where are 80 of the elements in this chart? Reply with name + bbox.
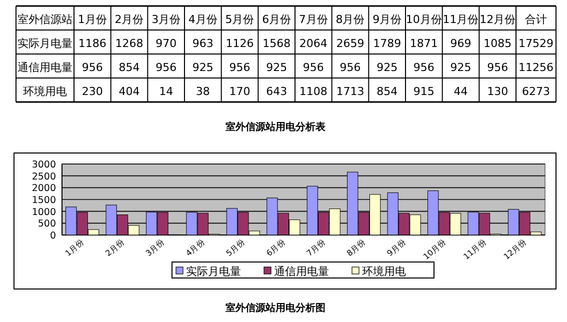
data-label: 1789 bbox=[373, 37, 402, 50]
category-label: 9月份 bbox=[372, 13, 402, 26]
x-tick-label: 5月份 bbox=[224, 238, 246, 258]
x-tick-label: 2月份 bbox=[104, 238, 126, 258]
x-tick-label: 12月份 bbox=[502, 238, 528, 262]
y-tick-label: 2000 bbox=[32, 183, 56, 194]
text: 室外信源站 bbox=[18, 13, 72, 26]
category-label: 7月份 bbox=[298, 13, 328, 26]
data-label: 1186 bbox=[78, 37, 106, 50]
text: 室外信源站用电分析图 bbox=[226, 302, 326, 314]
category-label: 1月份 bbox=[78, 13, 107, 26]
y-tick-label: 1000 bbox=[32, 206, 56, 218]
data-label: 1108 bbox=[299, 85, 328, 98]
x-tick-label: 8月份 bbox=[345, 238, 368, 258]
data-label: 925 bbox=[376, 61, 398, 74]
legend-label: 环境用电 bbox=[362, 265, 406, 278]
data-label: 2064 bbox=[299, 37, 328, 50]
x-tick-label: 1月份 bbox=[64, 238, 86, 258]
data-label: 2659 bbox=[336, 37, 364, 50]
data-label: 1085 bbox=[484, 37, 512, 50]
category-label: 12月份 bbox=[480, 13, 516, 26]
legend-label: 通信用电量 bbox=[274, 265, 329, 278]
data-label: 956 bbox=[413, 61, 434, 74]
category-label: 2月份 bbox=[114, 13, 144, 26]
y-tick-label: 3000 bbox=[32, 160, 56, 170]
text: 17529 bbox=[518, 37, 554, 50]
category-label: 8月份 bbox=[336, 13, 365, 26]
data-label: 956 bbox=[82, 61, 103, 74]
data-label: 643 bbox=[266, 85, 288, 98]
text: 环境用电 bbox=[23, 85, 67, 98]
x-tick-label: 3月份 bbox=[144, 238, 166, 258]
x-tick-label: 11月份 bbox=[462, 238, 488, 262]
x-tick-label: 7月份 bbox=[304, 238, 327, 258]
data-label: 854 bbox=[376, 85, 398, 98]
data-label: 1268 bbox=[115, 37, 144, 50]
data-label: 14 bbox=[159, 85, 174, 98]
category-label: 10月份 bbox=[406, 13, 442, 26]
data-label: 925 bbox=[266, 61, 288, 74]
data-label: 1871 bbox=[410, 37, 438, 50]
category-label: 3月份 bbox=[152, 13, 181, 26]
x-tick-label: 6月份 bbox=[264, 238, 287, 258]
text: 6273 bbox=[522, 85, 550, 98]
chart-subtitle: 室外信源站用电分析表 bbox=[226, 121, 326, 133]
data-label: 969 bbox=[450, 37, 472, 50]
category-label: 11月份 bbox=[442, 13, 479, 26]
text: 11256 bbox=[518, 61, 554, 74]
data-label: 956 bbox=[302, 61, 324, 74]
data-label: 956 bbox=[156, 61, 177, 74]
data-label: 963 bbox=[192, 37, 214, 50]
text: 通信用电量 bbox=[18, 61, 72, 74]
data-label: 956 bbox=[487, 61, 508, 74]
data-label: 970 bbox=[156, 37, 177, 50]
text: 实际月电量 bbox=[18, 37, 72, 50]
y-tick-label: 0 bbox=[50, 230, 56, 242]
data-label: 130 bbox=[487, 85, 508, 98]
data-label: 38 bbox=[196, 85, 210, 98]
text: 合计 bbox=[525, 13, 547, 26]
x-tick-label: 10月份 bbox=[422, 238, 448, 262]
data-label: 170 bbox=[229, 85, 250, 98]
y-tick-label: 1500 bbox=[32, 195, 56, 206]
data-label: 230 bbox=[82, 85, 103, 98]
legend-label: 实际月电量 bbox=[186, 265, 241, 278]
data-label: 956 bbox=[229, 61, 250, 74]
y-tick-label: 2500 bbox=[32, 171, 56, 182]
data-label: 404 bbox=[118, 85, 140, 98]
x-tick-label: 4月份 bbox=[184, 238, 206, 258]
data-label: 854 bbox=[118, 61, 140, 74]
data-label: 44 bbox=[454, 85, 468, 98]
data-label: 1713 bbox=[336, 85, 364, 98]
data-label: 1126 bbox=[226, 37, 254, 50]
data-label: 925 bbox=[192, 61, 214, 74]
data-label: 915 bbox=[413, 85, 434, 98]
data-label: 925 bbox=[450, 61, 472, 74]
category-label: 4月份 bbox=[188, 13, 218, 26]
x-tick-label: 9月份 bbox=[385, 238, 408, 258]
category-label: 6月份 bbox=[262, 13, 292, 26]
data-label: 1568 bbox=[262, 37, 291, 50]
y-tick-label: 500 bbox=[38, 218, 56, 230]
category-label: 5月份 bbox=[225, 13, 254, 26]
data-label: 956 bbox=[340, 61, 361, 74]
